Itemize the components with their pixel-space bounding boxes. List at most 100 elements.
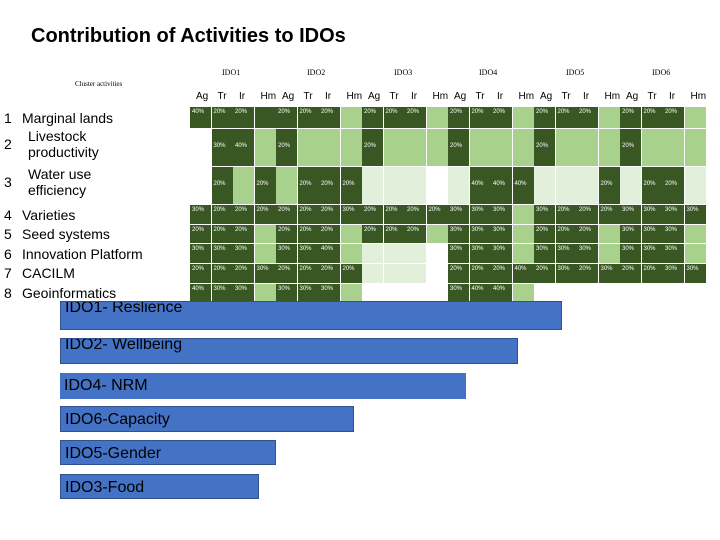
grid-cell <box>362 284 383 302</box>
grid-cell: 20% <box>534 107 555 128</box>
grid-cell <box>427 244 448 263</box>
grid-cell: 20% <box>427 205 448 224</box>
grid-cell: 20% <box>233 264 254 283</box>
cluster-header: Cluster activities <box>75 80 122 88</box>
grid-cell: 20% <box>663 107 684 128</box>
grid-cell <box>663 284 684 302</box>
sub-header-ag: Ag <box>368 91 380 102</box>
grid-cell: 20% <box>276 264 297 283</box>
grid-cell: 20% <box>642 107 663 128</box>
grid-cell: 20% <box>255 167 276 204</box>
sub-header-tr: Tr <box>562 91 571 102</box>
grid-cell: 20% <box>599 205 620 224</box>
grid-cell: 30% <box>663 264 684 283</box>
grid-cell <box>685 129 706 166</box>
grid-cell: 30% <box>491 205 512 224</box>
grid-cell: 20% <box>620 264 641 283</box>
sub-header-ir: Ir <box>583 91 589 102</box>
grid-cell <box>599 107 620 128</box>
grid-cell: 20% <box>298 264 319 283</box>
grid-cell <box>427 264 448 283</box>
grid-cell <box>384 244 405 263</box>
grid-cell <box>556 129 577 166</box>
grid-cell: 20% <box>534 129 555 166</box>
grid-cell: 20% <box>298 225 319 243</box>
grid-cell: 20% <box>319 107 340 128</box>
grid-cell <box>341 244 362 263</box>
grid-cell <box>642 129 663 166</box>
grid-cell: 20% <box>212 264 233 283</box>
grid-cell: 20% <box>448 129 469 166</box>
grid-cell: 20% <box>276 107 297 128</box>
grid-cell: 40% <box>513 167 534 204</box>
grid-cell <box>341 129 362 166</box>
grid-cell: 30% <box>190 244 211 263</box>
grid-cell: 30% <box>534 244 555 263</box>
grid-cell: 30% <box>491 225 512 243</box>
grid-cell <box>556 167 577 204</box>
grid-cell: 20% <box>405 225 426 243</box>
grid-cell: 30% <box>448 244 469 263</box>
ido-bar: IDO6-Capacity <box>60 406 354 432</box>
ido-bar: IDO4- NRM <box>60 373 466 399</box>
grid-cell: 30% <box>577 244 598 263</box>
grid-cell <box>427 167 448 204</box>
grid-cell <box>190 167 211 204</box>
ido-bar-label: IDO4- NRM <box>64 377 148 394</box>
grid-cell: 30% <box>298 244 319 263</box>
grid-cell <box>362 244 383 263</box>
grid-cell: 30% <box>255 264 276 283</box>
grid-cell: 30% <box>212 244 233 263</box>
sub-header-hm: Hm <box>433 91 449 102</box>
grid-cell: 20% <box>298 167 319 204</box>
grid-cell: 30% <box>233 284 254 302</box>
grid-cell: 20% <box>255 205 276 224</box>
sub-header-tr: Tr <box>476 91 485 102</box>
grid-cell: 20% <box>233 107 254 128</box>
grid-cell: 20% <box>298 107 319 128</box>
grid-cell: 20% <box>663 167 684 204</box>
grid-cell <box>341 284 362 302</box>
grid-cell <box>255 225 276 243</box>
grid-cell <box>384 284 405 302</box>
grid-cell: 20% <box>556 205 577 224</box>
row-label: 8 Geoinformatics <box>4 285 116 301</box>
grid-cell <box>513 225 534 243</box>
grid-cell <box>233 167 254 204</box>
grid-cell <box>448 167 469 204</box>
ido-header-3: IDO3 <box>394 68 412 77</box>
grid-cell: 40% <box>190 284 211 302</box>
grid-cell: 20% <box>577 264 598 283</box>
grid-cell <box>341 107 362 128</box>
grid-cell: 20% <box>620 107 641 128</box>
sub-header-ag: Ag <box>454 91 466 102</box>
grid-cell: 30% <box>599 264 620 283</box>
grid-cell <box>255 129 276 166</box>
grid-cell <box>513 129 534 166</box>
grid-cell <box>620 167 641 204</box>
grid-cell: 20% <box>599 167 620 204</box>
grid-cell: 30% <box>642 225 663 243</box>
grid-cell: 30% <box>470 244 491 263</box>
grid-cell <box>513 244 534 263</box>
grid-cell: 30% <box>319 284 340 302</box>
grid-cell: 20% <box>577 107 598 128</box>
grid-cell: 20% <box>556 107 577 128</box>
grid-cell: 20% <box>276 205 297 224</box>
grid-cell: 40% <box>319 244 340 263</box>
ido-bar-label: IDO5-Gender <box>65 445 161 462</box>
grid-cell <box>255 107 276 128</box>
grid-cell: 20% <box>405 107 426 128</box>
grid-cell: 20% <box>384 107 405 128</box>
grid-cell: 30% <box>556 264 577 283</box>
grid-cell: 20% <box>362 205 383 224</box>
grid-cell <box>405 284 426 302</box>
grid-cell: 20% <box>491 107 512 128</box>
page-title: Contribution of Activities to IDOs <box>31 25 346 48</box>
grid-cell: 30% <box>685 205 706 224</box>
sub-header-ir: Ir <box>325 91 331 102</box>
grid-cell: 20% <box>384 225 405 243</box>
sub-header-ag: Ag <box>282 91 294 102</box>
ido-bar: IDO5-Gender <box>60 440 276 465</box>
grid-cell: 40% <box>491 284 512 302</box>
